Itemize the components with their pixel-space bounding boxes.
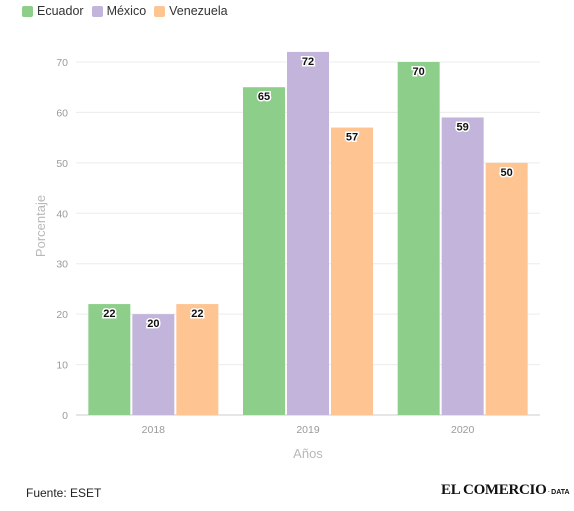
y-tick-label: 40 [56, 208, 68, 220]
legend: Ecuador México Venezuela [22, 4, 228, 18]
legend-swatch-venezuela [154, 5, 166, 17]
data-label: 22 [191, 308, 203, 320]
y-tick-label: 50 [56, 158, 68, 170]
legend-swatch-ecuador [22, 5, 33, 17]
source-note: Fuente: ESET [26, 486, 102, 500]
x-tick-label: 2018 [142, 424, 166, 436]
y-tick-label: 60 [56, 107, 68, 119]
x-tick-label: 2020 [451, 424, 475, 436]
legend-swatch-mexico [91, 5, 103, 17]
y-tick-label: 30 [56, 259, 68, 271]
bar-ecuador-2018[interactable] [88, 304, 131, 415]
bar-méxico-2019[interactable] [287, 51, 329, 416]
data-label: 72 [302, 56, 314, 68]
y-axis-label: Porcentaje [33, 195, 48, 257]
bar-venezuela-2019[interactable] [331, 127, 373, 416]
x-tick-label: 2019 [296, 424, 320, 436]
bar-venezuela-2020[interactable] [485, 162, 528, 415]
legend-item-ecuador[interactable]: Ecuador [22, 4, 84, 18]
y-tick-label: 70 [56, 57, 68, 69]
y-tick-label: 20 [56, 309, 68, 321]
legend-label-venezuela: Venezuela [169, 4, 228, 18]
data-label: 59 [457, 121, 469, 133]
y-tick-label: 0 [62, 410, 68, 422]
legend-label-mexico: México [106, 4, 147, 18]
bar-ecuador-2019[interactable] [243, 87, 285, 415]
data-label: 50 [501, 167, 513, 179]
bar-méxico-2018[interactable] [132, 314, 175, 415]
brand-name: EL COMERCIO [441, 482, 547, 498]
brand-sub: DATA [551, 489, 570, 496]
legend-label-ecuador: Ecuador [37, 4, 84, 18]
bars: 22 20 22 65 72 57 70 59 50 [88, 51, 528, 416]
bar-venezuela-2018[interactable] [176, 304, 219, 415]
legend-item-mexico[interactable]: México [91, 4, 147, 18]
x-axis-ticks: 2018 2019 2020 [142, 424, 475, 436]
brand-logo: EL COMERCIO · DATA [441, 482, 570, 499]
legend-item-venezuela[interactable]: Venezuela [154, 4, 228, 18]
x-axis-label: Años [293, 446, 323, 461]
brand-dot: · [547, 487, 551, 496]
y-tick-label: 10 [56, 360, 68, 372]
y-axis-ticks: 0 10 20 30 40 50 60 70 [56, 57, 68, 422]
bar-méxico-2020[interactable] [441, 117, 484, 415]
data-label: 20 [147, 318, 159, 330]
data-label: 22 [103, 308, 115, 320]
data-label: 70 [413, 66, 425, 78]
data-label: 65 [258, 91, 270, 103]
data-label: 57 [346, 132, 358, 144]
bar-ecuador-2020[interactable] [397, 62, 440, 415]
